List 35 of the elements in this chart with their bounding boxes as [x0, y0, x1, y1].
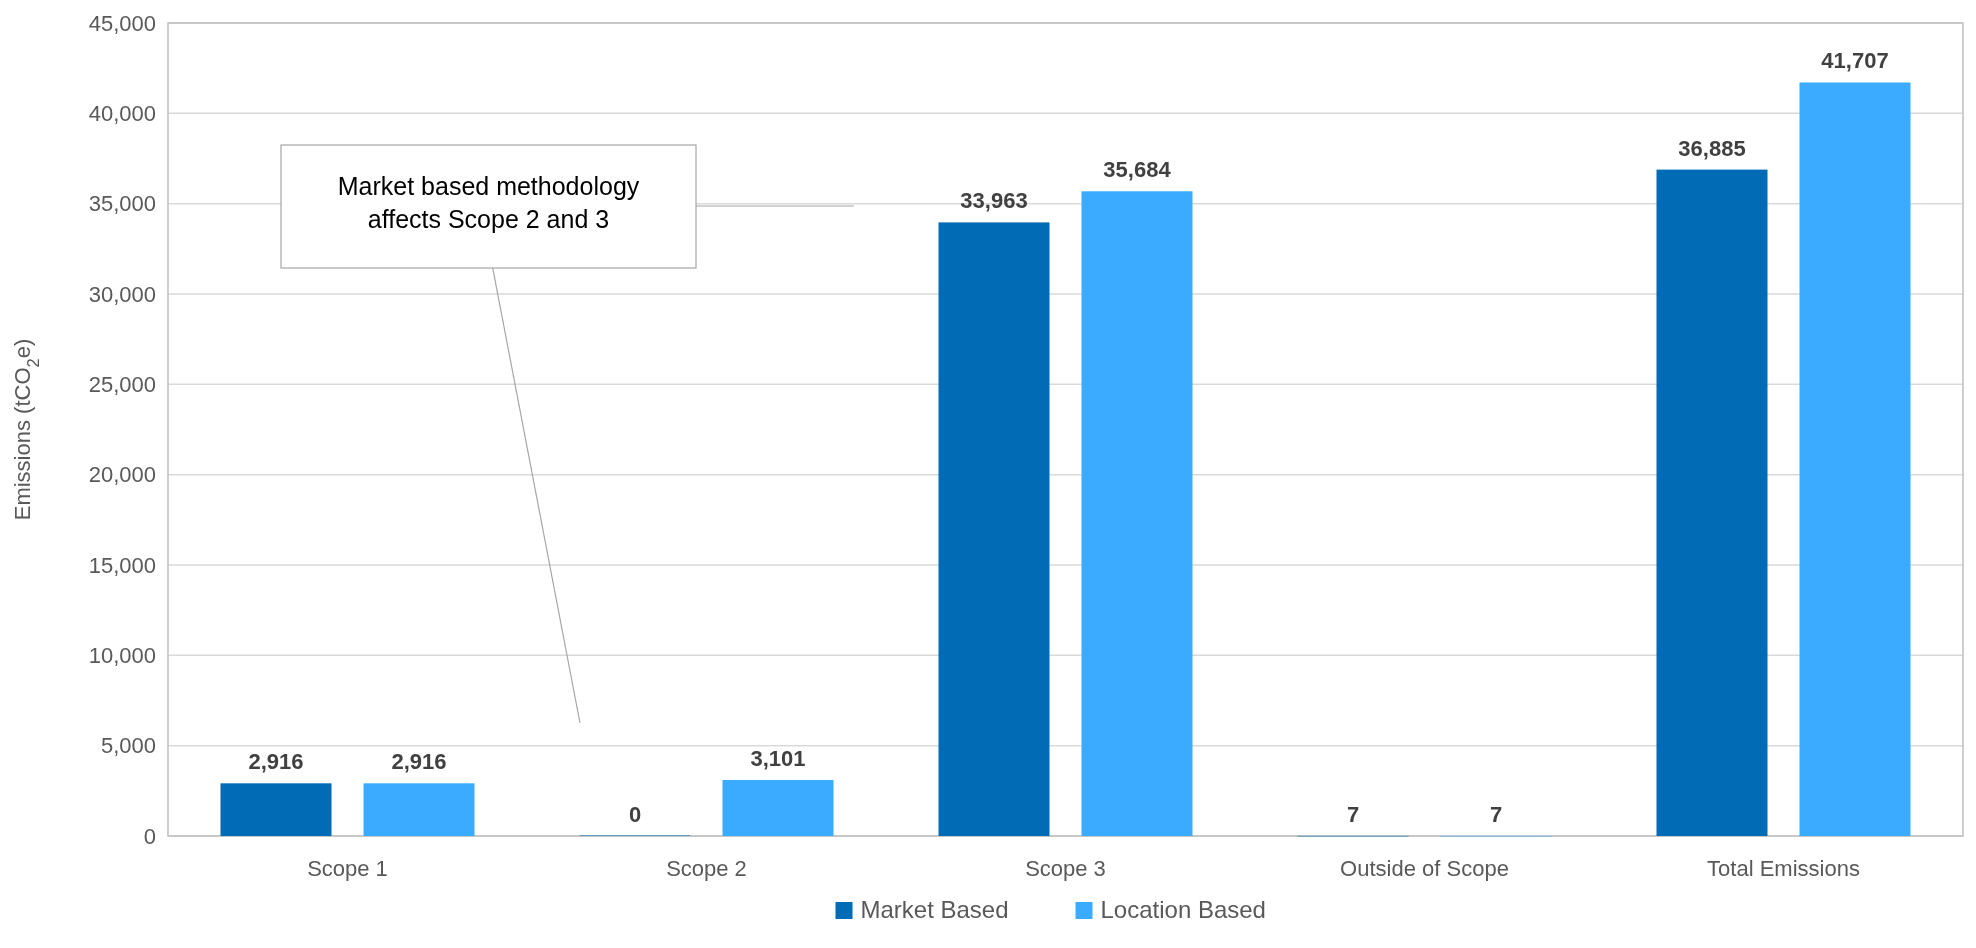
data-label: 7 — [1489, 801, 1503, 827]
y-tick-label: 35,000 — [88, 191, 156, 217]
bar — [1656, 169, 1768, 836]
y-tick-label: 15,000 — [88, 552, 156, 578]
y-tick-label: 0 — [143, 823, 156, 849]
data-label: 0 — [628, 802, 642, 827]
x-tick-label: Outside of Scope — [1340, 856, 1509, 881]
annotation: Market based methodology affects Scope 2 and 3 — [337, 172, 640, 233]
bar — [1081, 191, 1193, 836]
y-tick-label: 30,000 — [88, 281, 156, 307]
data-label: 2,916 — [391, 749, 447, 775]
y-tick-label: 40,000 — [88, 101, 156, 127]
bar — [220, 783, 332, 836]
bar — [363, 783, 475, 836]
y-tick-label: 45,000 — [88, 10, 156, 36]
y-tick-label: 5,000 — [100, 733, 156, 759]
legend-label: Market Based — [860, 896, 1009, 923]
data-label: 7 — [1346, 801, 1360, 827]
y-tick-label: 20,000 — [88, 462, 156, 488]
data-label: 41,707 — [1821, 48, 1889, 74]
bar — [722, 779, 834, 836]
data-label: 35,684 — [1103, 157, 1172, 183]
data-label: 36,885 — [1678, 135, 1746, 161]
bar — [938, 222, 1050, 836]
x-tick-label: Scope 1 — [307, 856, 388, 881]
bar — [1799, 82, 1911, 836]
legend-label: Location Based — [1100, 896, 1266, 923]
y-tick-label: 25,000 — [88, 372, 156, 398]
y-tick-label: 10,000 — [88, 643, 156, 669]
x-tick-label: Total Emissions — [1707, 856, 1860, 881]
data-label: 2,916 — [248, 749, 304, 775]
x-tick-label: Scope 2 — [666, 856, 747, 881]
data-label: 33,963 — [960, 188, 1028, 214]
x-tick-label: Scope 3 — [1025, 856, 1106, 881]
data-label: 3,101 — [750, 745, 806, 771]
